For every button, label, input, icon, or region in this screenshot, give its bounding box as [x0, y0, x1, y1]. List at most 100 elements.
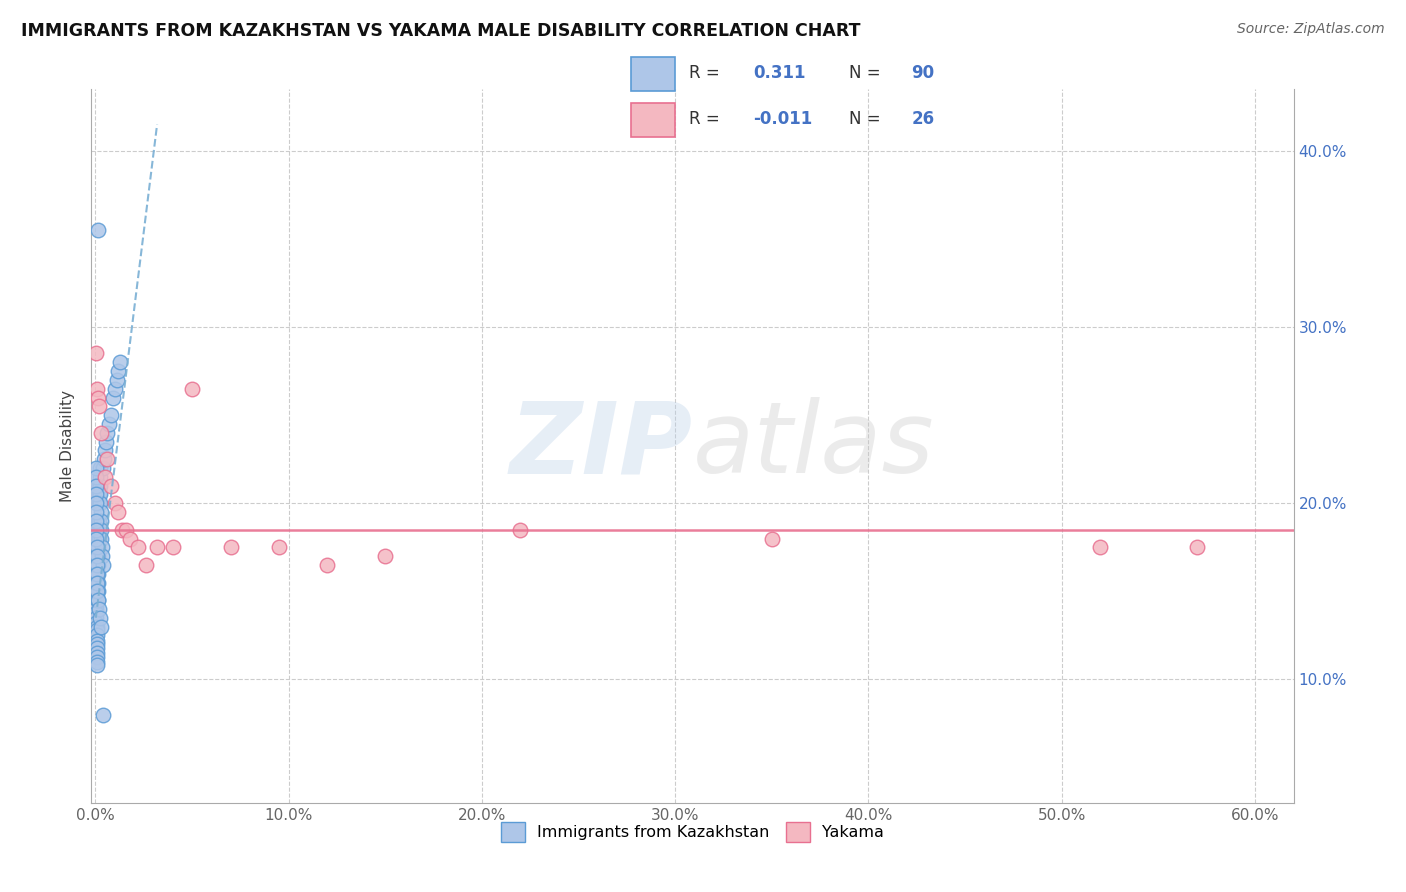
- Point: [374, 549, 396, 563]
- Point: [84, 588, 107, 602]
- Point: [86, 611, 108, 625]
- Point: [134, 558, 156, 572]
- Point: [86, 655, 108, 669]
- Point: [180, 382, 202, 396]
- Point: [86, 606, 108, 620]
- Point: [105, 373, 128, 387]
- Point: [87, 400, 110, 414]
- Point: [87, 514, 110, 528]
- Point: [87, 593, 110, 607]
- Point: [90, 514, 112, 528]
- Point: [103, 496, 125, 510]
- Point: [86, 541, 108, 555]
- Point: [94, 434, 117, 449]
- Point: [127, 541, 149, 555]
- Point: [94, 443, 117, 458]
- Point: [90, 619, 112, 633]
- FancyBboxPatch shape: [631, 103, 675, 137]
- Point: [86, 532, 108, 546]
- Point: [87, 223, 110, 237]
- Point: [84, 461, 107, 475]
- Point: [89, 496, 111, 510]
- Text: N =: N =: [849, 111, 880, 128]
- Point: [87, 602, 110, 616]
- Point: [115, 523, 138, 537]
- Point: [87, 575, 110, 590]
- Legend: Immigrants from Kazakhstan, Yakama: Immigrants from Kazakhstan, Yakama: [495, 816, 890, 848]
- Point: [87, 523, 110, 537]
- Point: [86, 575, 108, 590]
- Point: [87, 584, 110, 599]
- Point: [87, 549, 110, 563]
- Point: [162, 541, 184, 555]
- Point: [86, 549, 108, 563]
- Point: [86, 558, 108, 572]
- Point: [100, 408, 122, 422]
- Point: [84, 599, 107, 613]
- Point: [86, 658, 108, 673]
- Point: [86, 523, 108, 537]
- Text: Source: ZipAtlas.com: Source: ZipAtlas.com: [1237, 22, 1385, 37]
- Point: [84, 566, 107, 581]
- Point: [86, 649, 108, 664]
- Point: [87, 558, 110, 572]
- Point: [89, 478, 111, 492]
- Point: [86, 549, 108, 563]
- Point: [86, 633, 108, 648]
- Point: [761, 532, 783, 546]
- Point: [100, 478, 122, 492]
- Point: [84, 523, 107, 537]
- Point: [107, 505, 129, 519]
- Point: [90, 532, 112, 546]
- Point: [84, 487, 107, 501]
- Point: [86, 382, 108, 396]
- Point: [146, 541, 169, 555]
- Point: [91, 558, 114, 572]
- Point: [89, 487, 111, 501]
- Text: IMMIGRANTS FROM KAZAKHSTAN VS YAKAMA MALE DISABILITY CORRELATION CHART: IMMIGRANTS FROM KAZAKHSTAN VS YAKAMA MAL…: [21, 22, 860, 40]
- Point: [111, 523, 134, 537]
- Point: [86, 566, 108, 581]
- Point: [86, 584, 108, 599]
- Point: [86, 623, 108, 637]
- Point: [90, 505, 112, 519]
- Point: [103, 382, 125, 396]
- Point: [87, 478, 110, 492]
- Point: [84, 514, 107, 528]
- Point: [84, 575, 107, 590]
- Text: 0.311: 0.311: [752, 64, 806, 82]
- Point: [84, 470, 107, 484]
- Point: [84, 602, 107, 616]
- Point: [316, 558, 339, 572]
- Point: [84, 558, 107, 572]
- Point: [93, 452, 115, 467]
- Point: [86, 558, 108, 572]
- Point: [86, 616, 108, 631]
- Text: 26: 26: [911, 111, 934, 128]
- Point: [87, 593, 110, 607]
- Text: -0.011: -0.011: [752, 111, 813, 128]
- Point: [84, 514, 107, 528]
- Point: [87, 532, 110, 546]
- Point: [84, 593, 107, 607]
- Point: [86, 628, 108, 642]
- FancyBboxPatch shape: [631, 57, 675, 91]
- Point: [118, 532, 141, 546]
- Point: [87, 566, 110, 581]
- Point: [87, 496, 110, 510]
- Point: [1185, 541, 1208, 555]
- Point: [89, 470, 111, 484]
- Point: [96, 425, 118, 440]
- Point: [87, 487, 110, 501]
- Point: [86, 640, 108, 655]
- Point: [101, 391, 124, 405]
- Point: [219, 541, 242, 555]
- Point: [86, 514, 108, 528]
- Point: [86, 646, 108, 660]
- Point: [89, 461, 111, 475]
- Point: [84, 346, 107, 360]
- Point: [84, 496, 107, 510]
- Point: [97, 417, 120, 431]
- Point: [86, 619, 108, 633]
- Point: [89, 611, 111, 625]
